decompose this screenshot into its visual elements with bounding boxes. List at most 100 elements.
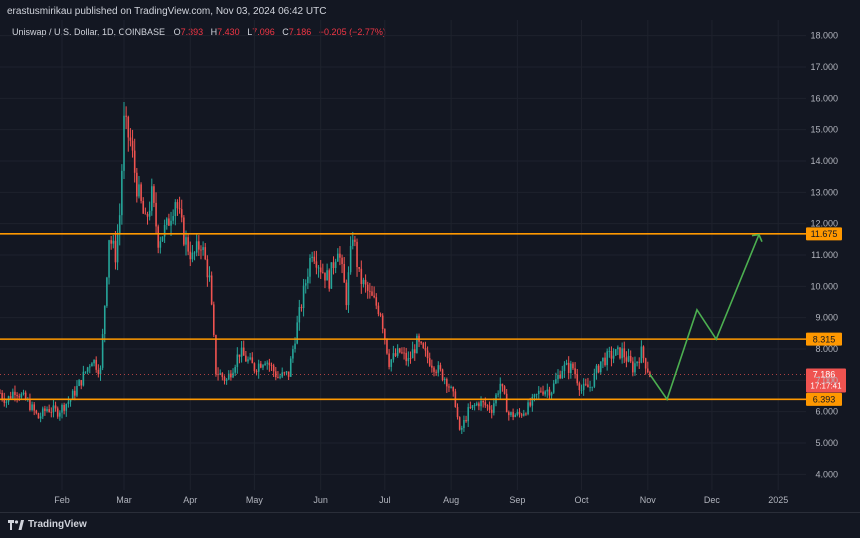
price-chart[interactable]: 11.675 8.315 6.393 7.186 17:17:41 4.000 5.000… bbox=[0, 0, 860, 512]
high-label: H bbox=[210, 27, 218, 37]
candle-body bbox=[204, 247, 207, 260]
candle-body bbox=[623, 348, 626, 358]
candle-body bbox=[14, 391, 16, 396]
candle-body bbox=[56, 408, 59, 417]
candle-body bbox=[230, 373, 232, 378]
candle-body bbox=[394, 353, 397, 356]
candle-body bbox=[369, 290, 371, 292]
candle-body bbox=[614, 349, 617, 356]
candle-body bbox=[140, 184, 142, 201]
candle-body bbox=[9, 396, 12, 399]
candle-body bbox=[24, 392, 27, 400]
tradingview-logo[interactable]: TradingView bbox=[8, 519, 87, 530]
high-value: 7.430 bbox=[217, 27, 240, 37]
candle-body bbox=[638, 361, 641, 363]
projection-arrowhead bbox=[751, 233, 763, 242]
candle-body bbox=[193, 252, 196, 254]
candle-body bbox=[112, 240, 115, 244]
x-tick-label: Dec bbox=[704, 495, 721, 505]
projection-path bbox=[649, 233, 763, 402]
candle-body bbox=[285, 371, 288, 373]
candle-body bbox=[463, 420, 465, 429]
candle-body bbox=[178, 208, 181, 210]
candle-body bbox=[180, 209, 183, 218]
y-tick-label: 18.000 bbox=[810, 31, 838, 41]
low-label: L bbox=[247, 27, 253, 37]
candle-body bbox=[281, 372, 284, 377]
candle-body bbox=[125, 115, 127, 117]
candle-body bbox=[354, 239, 356, 242]
candle-body bbox=[360, 268, 363, 285]
candle-body bbox=[593, 373, 596, 387]
candle-body bbox=[189, 251, 192, 260]
candle-body bbox=[0, 392, 1, 394]
candle-body bbox=[527, 402, 529, 415]
x-tick-label: Sep bbox=[509, 495, 525, 505]
candle-body bbox=[52, 405, 55, 413]
candle-body bbox=[493, 403, 495, 413]
x-tick-label: Nov bbox=[640, 495, 657, 505]
candle-body bbox=[298, 307, 301, 323]
candle-body bbox=[251, 357, 254, 364]
candle-body bbox=[172, 216, 174, 221]
candle-body bbox=[257, 363, 260, 372]
candle-body bbox=[300, 307, 303, 309]
candle-body bbox=[307, 276, 309, 284]
candle-body bbox=[341, 257, 343, 264]
candle-body bbox=[144, 213, 147, 215]
candle-body bbox=[377, 305, 380, 314]
candle-body bbox=[371, 291, 373, 296]
candle-body bbox=[5, 401, 8, 403]
candle-body bbox=[535, 394, 538, 395]
level-label: 8.315 bbox=[813, 334, 836, 344]
symbol-name[interactable]: Uniswap / U.S. Dollar, 1D, COINBASE bbox=[12, 27, 166, 37]
candle-body bbox=[366, 284, 369, 291]
candle-body bbox=[183, 217, 185, 245]
candle-body bbox=[578, 383, 581, 391]
candle-body bbox=[3, 398, 6, 403]
candle-body bbox=[548, 389, 551, 396]
candle-body bbox=[44, 408, 46, 411]
candle-body bbox=[262, 365, 264, 368]
candle-body bbox=[324, 272, 326, 281]
candle-body bbox=[452, 386, 455, 392]
candle-body bbox=[550, 392, 553, 396]
candle-body bbox=[16, 395, 18, 397]
candles bbox=[0, 102, 651, 435]
y-tick-label: 10.000 bbox=[810, 281, 838, 291]
candle-body bbox=[326, 270, 328, 281]
candle-body bbox=[482, 401, 484, 403]
candle-body bbox=[33, 404, 36, 411]
candle-body bbox=[260, 363, 262, 368]
candle-body bbox=[163, 224, 166, 237]
x-tick-label: 2025 bbox=[768, 495, 788, 505]
candle-body bbox=[478, 403, 480, 407]
candle-body bbox=[311, 256, 313, 258]
candle-body bbox=[74, 390, 76, 396]
candle-body bbox=[373, 295, 375, 298]
candle-body bbox=[136, 172, 138, 197]
candle-body bbox=[351, 239, 354, 246]
candle-body bbox=[441, 369, 444, 381]
candle-body bbox=[84, 371, 87, 373]
candle-body bbox=[505, 393, 508, 413]
candle-body bbox=[634, 363, 636, 373]
candle-body bbox=[567, 362, 570, 373]
candle-body bbox=[20, 394, 23, 398]
candle-body bbox=[390, 359, 393, 367]
candle-body bbox=[296, 322, 298, 344]
y-tick-label: 13.000 bbox=[810, 187, 838, 197]
candle-body bbox=[610, 350, 613, 359]
level-label-bg bbox=[806, 392, 842, 406]
candle-body bbox=[559, 374, 561, 379]
candle-body bbox=[347, 272, 350, 306]
candle-body bbox=[409, 358, 412, 359]
candle-body bbox=[123, 115, 125, 171]
candle-body bbox=[471, 405, 474, 408]
candle-body bbox=[599, 361, 602, 373]
candle-body bbox=[31, 404, 33, 410]
countdown-label: 17:17:41 bbox=[810, 382, 842, 391]
candle-body bbox=[490, 409, 493, 413]
candle-body bbox=[114, 240, 117, 263]
candle-body bbox=[537, 390, 540, 395]
